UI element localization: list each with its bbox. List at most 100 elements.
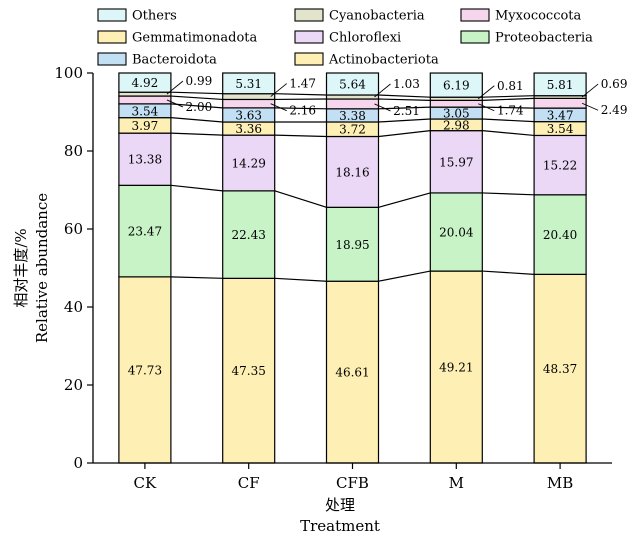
y-tick-label: 20 <box>64 376 83 394</box>
connector-line <box>274 107 327 110</box>
data-label-chloroflexi: 14.29 <box>232 156 266 170</box>
legend-swatch-cyanobacteria <box>294 8 324 22</box>
data-label-proteobacteria: 20.40 <box>543 228 577 242</box>
data-label-bacteroidota: 3.47 <box>547 108 574 122</box>
legend-label-myxococcota: Myxococcota <box>495 9 582 24</box>
data-label-actinobacteriota: 47.35 <box>232 364 266 378</box>
connector-line <box>170 184 223 192</box>
data-label-proteobacteria: 22.43 <box>232 228 266 242</box>
legend-label-bacteroidota: Bacteroidota <box>132 53 217 68</box>
data-label-bacteroidota: 3.05 <box>443 107 470 121</box>
bar-segment-chloroflexi-cf <box>222 134 276 192</box>
bar-segment-chloroflexi-ck <box>118 132 172 186</box>
bar-segment-proteobacteria-ck <box>118 184 172 278</box>
data-label-gemmatimonadota: 2.98 <box>443 118 470 132</box>
legend-swatch-chloroflexi <box>294 30 324 44</box>
connector-line <box>482 270 535 275</box>
legend-swatch-others <box>97 8 127 22</box>
data-label-others: 5.81 <box>547 78 574 92</box>
y-tick-label: 0 <box>73 454 83 472</box>
bar-segment-chloroflexi-cfb <box>325 135 380 208</box>
data-labels: 47.73 47.35 46.61 49.21 48.37 23.47 22.43 18.95… <box>128 74 627 379</box>
y-axis-title-en: Relative abundance <box>33 193 51 343</box>
y-tick-label: 60 <box>64 220 83 238</box>
connector-line <box>482 95 535 98</box>
data-label-actinobacteriota: 47.73 <box>128 363 162 377</box>
bar-segment-myxococcota-cf <box>222 98 276 109</box>
callout-line <box>581 83 599 98</box>
legend-swatch-actinobacteriota <box>294 52 324 66</box>
bar-segment-actinobacteriota-ck <box>118 276 172 464</box>
data-label-actinobacteriota: 46.61 <box>335 366 369 380</box>
data-label-others: 6.19 <box>443 79 470 93</box>
x-axis-title-en: Treatment <box>300 517 380 535</box>
legend-swatch-myxococcota <box>460 8 490 22</box>
data-label-chloroflexi: 15.22 <box>543 159 577 173</box>
connector-line <box>170 95 223 101</box>
callout-line <box>166 80 184 95</box>
callout-line <box>270 103 287 112</box>
data-label-myxococcota: 1.74 <box>497 104 524 118</box>
connector-line <box>378 192 431 208</box>
data-label-others: 5.31 <box>235 77 262 91</box>
connector-line <box>482 106 535 109</box>
connector-line <box>378 118 431 123</box>
bar-segment-others-cfb <box>325 72 380 96</box>
bar-segment-proteobacteria-cf <box>222 190 276 279</box>
bar-segment-myxococcota-ck <box>118 95 172 105</box>
connector-line <box>170 117 223 123</box>
connector-line <box>482 130 535 137</box>
data-label-chloroflexi: 13.38 <box>128 153 162 167</box>
x-tick-label: M <box>449 474 464 492</box>
data-label-gemmatimonadota: 3.36 <box>235 122 262 136</box>
connector-line <box>378 94 431 98</box>
data-label-gemmatimonadota: 3.97 <box>132 119 159 133</box>
bar-segment-proteobacteria-cfb <box>325 206 380 282</box>
connector-line <box>482 192 535 196</box>
x-tick-label: CFB <box>336 474 369 492</box>
legend-label-others: Others <box>132 9 177 24</box>
data-label-cyanobacteria: 1.03 <box>393 77 420 91</box>
data-label-cyanobacteria: 0.69 <box>601 77 627 91</box>
legend-label-actinobacteriota: Actinobacteriota <box>328 53 439 68</box>
connector-line <box>274 134 327 138</box>
x-tick-label: CK <box>134 474 157 492</box>
bar-segment-myxococcota-cfb <box>325 98 380 110</box>
legend-label-gemmatimonadota: Gemmatimonadota <box>132 31 258 46</box>
bar-segment-actinobacteriota-cf <box>222 277 276 464</box>
data-label-cyanobacteria: 0.99 <box>186 74 213 88</box>
bar-segment-others-cf <box>222 72 276 95</box>
data-label-gemmatimonadota: 3.72 <box>339 123 366 137</box>
data-label-cyanobacteria: 0.81 <box>497 79 524 93</box>
data-label-actinobacteriota: 49.21 <box>439 361 473 375</box>
data-label-others: 5.64 <box>339 77 366 91</box>
x-axis-title-cn: 处理 <box>325 496 355 514</box>
bar-segment-others-ck <box>118 72 172 93</box>
x-tick-label: CF <box>238 474 260 492</box>
data-label-cyanobacteria: 1.47 <box>289 77 316 91</box>
callout-line <box>374 103 391 112</box>
callout-line <box>374 83 391 98</box>
bar-segment-cyanobacteria-cfb <box>325 94 380 100</box>
legend: Others Cyanobacteria Myxococcota Gemmatimon… <box>97 8 593 68</box>
legend-label-proteobacteria: Proteobacteria <box>495 31 593 46</box>
connector-line <box>378 270 431 282</box>
connector-line <box>482 97 535 101</box>
data-label-myxococcota: 2.00 <box>186 100 213 114</box>
bar-segment-myxococcota-mb <box>533 97 587 109</box>
connector-line <box>378 130 431 138</box>
connector-line <box>274 190 327 208</box>
callout-line <box>166 99 184 108</box>
bar-segment-others-m <box>429 72 483 98</box>
connector-line <box>482 118 535 123</box>
data-label-myxococcota: 2.16 <box>289 104 316 118</box>
y-tick-label: 100 <box>54 64 83 82</box>
data-label-proteobacteria: 20.04 <box>439 226 474 240</box>
bar-segment-others-mb <box>533 72 587 97</box>
bar-segment-proteobacteria-mb <box>533 194 587 275</box>
connector-line <box>170 103 223 109</box>
x-tick-label: MB <box>547 474 573 492</box>
data-label-actinobacteriota: 48.37 <box>543 362 577 376</box>
callout-line <box>270 83 287 97</box>
